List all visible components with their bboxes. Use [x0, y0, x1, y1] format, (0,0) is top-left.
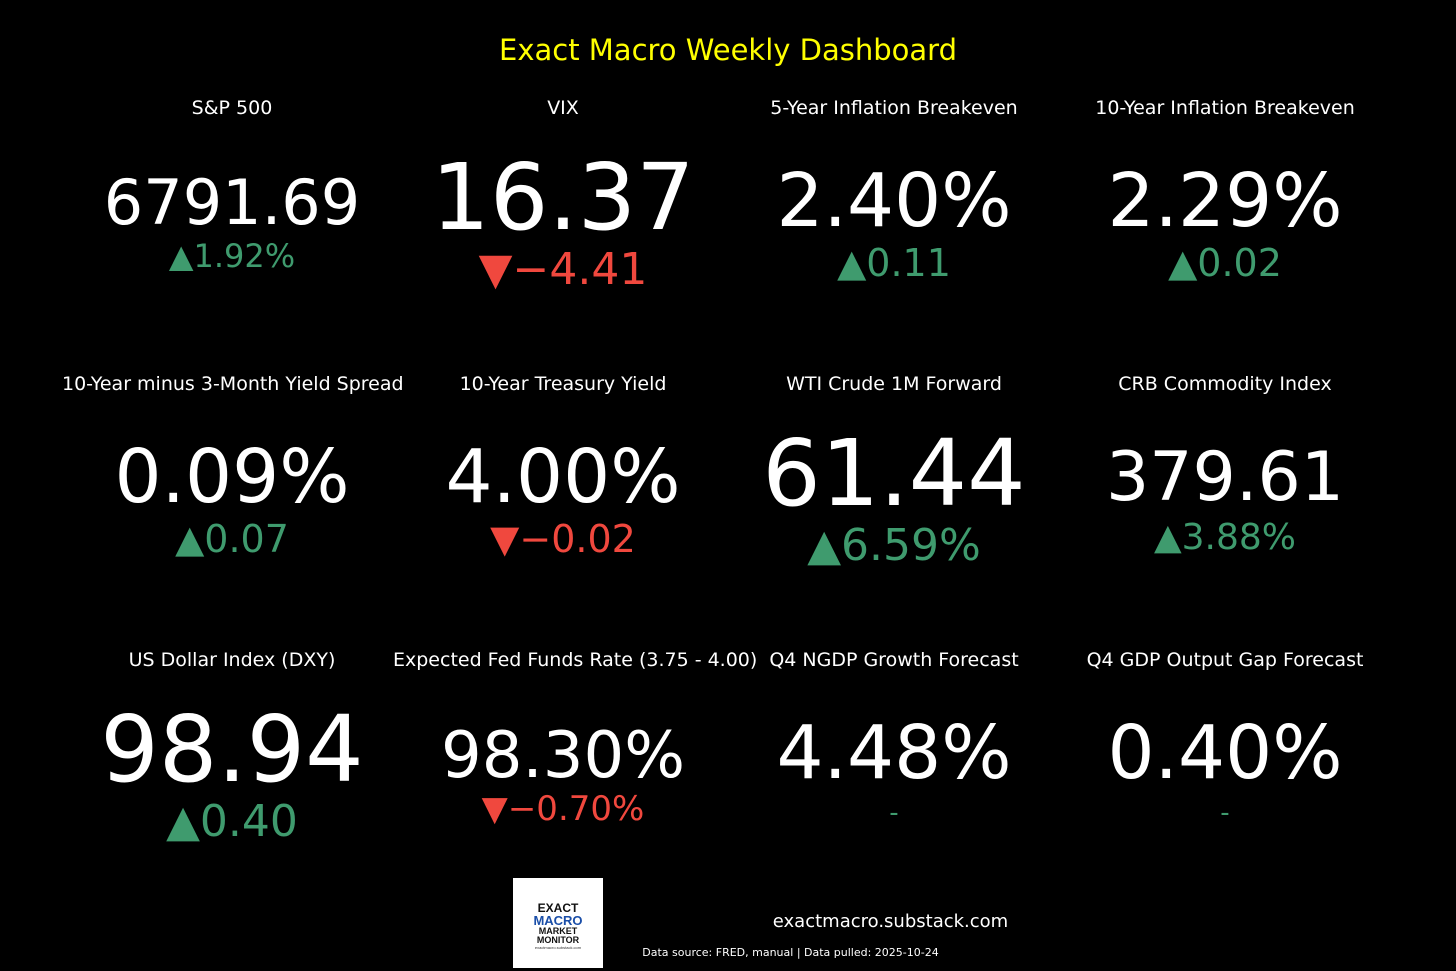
- tile-change: ▼−0.02: [490, 517, 636, 561]
- tile-label: Q4 NGDP Growth Forecast: [769, 649, 1019, 671]
- tile-value: 0.40%: [1107, 710, 1343, 796]
- tile-value: 2.29%: [1107, 158, 1343, 244]
- tile-value: 98.30%: [440, 719, 686, 793]
- logo-text: EXACT MACRO MARKET MONITOR exactmacro.su…: [513, 902, 603, 950]
- tile-value: 0.09%: [114, 434, 350, 520]
- tile-label: 5-Year Inflation Breakeven: [770, 97, 1018, 119]
- tile-value: 4.00%: [445, 434, 681, 520]
- data-source-note: Data source: FRED, manual | Data pulled:…: [642, 946, 939, 959]
- tile-label: 10-Year Inflation Breakeven: [1095, 97, 1355, 119]
- tile-change: ▲6.59%: [807, 520, 981, 571]
- tile-change: ▲0.02: [1168, 241, 1282, 285]
- tile-label: 10-Year minus 3-Month Yield Spread: [62, 373, 404, 395]
- tile-label: CRB Commodity Index: [1118, 373, 1332, 395]
- logo-url: exactmacro.substack.com: [534, 945, 582, 950]
- tile-label: Q4 GDP Output Gap Forecast: [1086, 649, 1364, 671]
- tile-value: 16.37: [431, 144, 695, 251]
- tile-value: 4.48%: [776, 710, 1012, 796]
- tile-change: ▲0.40: [166, 796, 298, 847]
- tile-label: S&P 500: [191, 97, 273, 119]
- logo-line-exact: EXACT: [537, 901, 579, 915]
- tile-change: ▲0.11: [837, 241, 951, 285]
- dashboard-title: Exact Macro Weekly Dashboard: [499, 33, 957, 67]
- tile-change: ▲0.07: [175, 517, 289, 561]
- tile-value: 98.94: [100, 696, 364, 803]
- tile-value: 61.44: [762, 420, 1026, 527]
- site-url: exactmacro.substack.com: [772, 911, 1009, 932]
- tile-value: 2.40%: [776, 158, 1012, 244]
- tile-change: -: [889, 798, 899, 828]
- logo-line-monitor: MONITOR: [536, 935, 580, 945]
- tile-label: US Dollar Index (DXY): [128, 649, 336, 671]
- tile-label: 10-Year Treasury Yield: [459, 373, 667, 395]
- tile-value: 6791.69: [103, 166, 361, 239]
- tile-change: -: [1220, 798, 1230, 828]
- tile-label: WTI Crude 1M Forward: [786, 373, 1002, 395]
- tile-change: ▲3.88%: [1153, 517, 1297, 558]
- tile-value: 379.61: [1106, 438, 1344, 517]
- tile-change: ▲1.92%: [168, 237, 296, 275]
- tile-change: ▼−4.41: [478, 244, 648, 295]
- logo-line-macro: MACRO: [533, 913, 583, 928]
- logo-line-market: MARKET: [538, 926, 578, 936]
- tile-label: VIX: [547, 97, 579, 119]
- tile-label: Expected Fed Funds Rate (3.75 - 4.00): [393, 649, 758, 671]
- tile-change: ▼−0.70%: [481, 789, 645, 829]
- brand-logo: EXACT MACRO MARKET MONITOR exactmacro.su…: [513, 878, 603, 968]
